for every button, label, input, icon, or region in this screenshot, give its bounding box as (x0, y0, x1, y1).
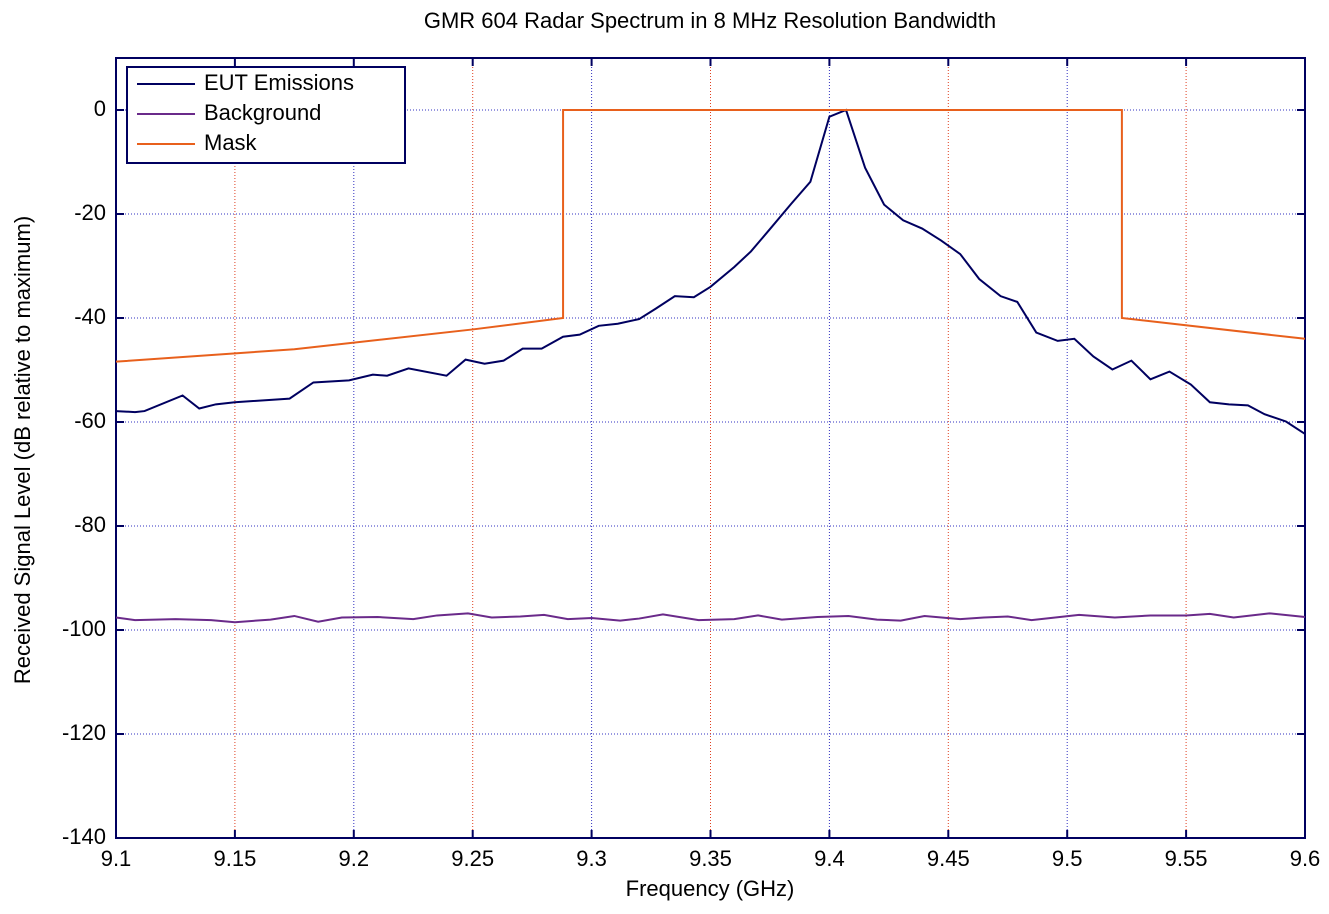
x-tick-label: 9.4 (814, 846, 845, 871)
x-tick-label: 9.55 (1165, 846, 1208, 871)
series-line (115, 109, 1306, 363)
plot-frame (115, 57, 1306, 839)
x-tick-label: 9.15 (213, 846, 256, 871)
x-tick-label: 9.6 (1290, 846, 1321, 871)
y-tick-label: -20 (74, 200, 106, 225)
x-tick-label: 9.35 (689, 846, 732, 871)
x-tick-label: 9.3 (576, 846, 607, 871)
x-tick-label: 9.25 (451, 846, 494, 871)
series-line (115, 108, 1306, 435)
y-tick-label: -140 (62, 824, 106, 849)
y-axis-label: Received Signal Level (dB relative to ma… (10, 216, 35, 684)
y-tick-label: 0 (94, 96, 106, 121)
legend-label: EUT Emissions (204, 70, 354, 95)
x-tick-label: 9.5 (1052, 846, 1083, 871)
y-tick-label: -60 (74, 408, 106, 433)
x-tick-label: 9.1 (101, 846, 132, 871)
x-axis-label: Frequency (GHz) (626, 876, 795, 901)
x-tick-label: 9.45 (927, 846, 970, 871)
chart-title: GMR 604 Radar Spectrum in 8 MHz Resoluti… (424, 8, 996, 33)
series-line (115, 612, 1306, 624)
y-tick-label: -100 (62, 616, 106, 641)
y-tick-label: -80 (74, 512, 106, 537)
legend-label: Background (204, 100, 321, 125)
y-tick-label: -120 (62, 720, 106, 745)
y-tick-label: -40 (74, 304, 106, 329)
x-tick-label: 9.2 (339, 846, 370, 871)
legend-label: Mask (204, 130, 258, 155)
